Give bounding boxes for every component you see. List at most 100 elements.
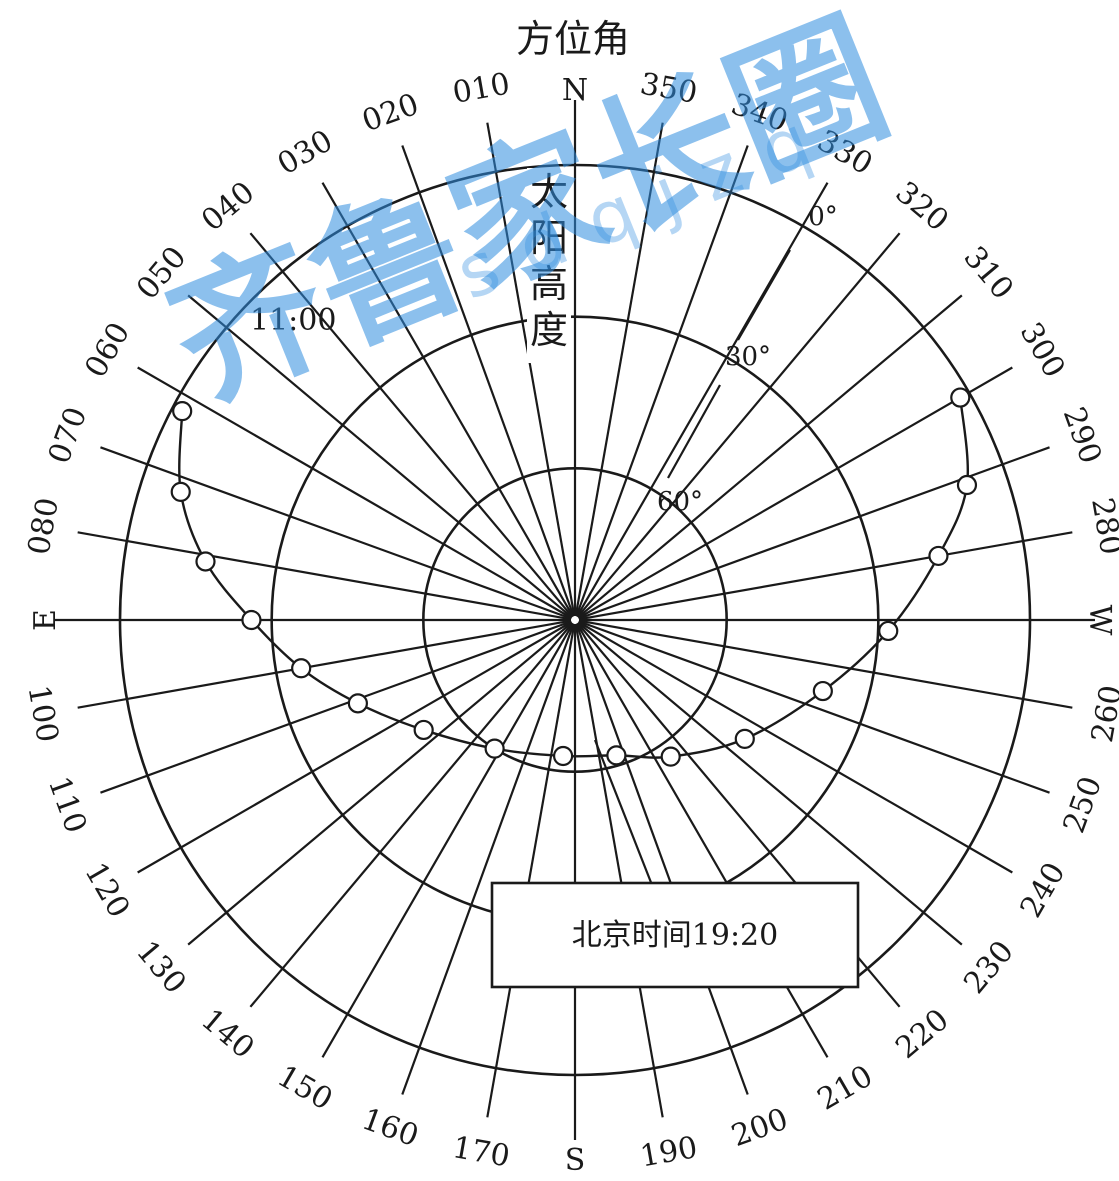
azimuth-line bbox=[401, 145, 575, 617]
altitude-rings bbox=[118, 163, 1032, 1077]
azimuth-line bbox=[574, 623, 664, 1118]
azimuth-line bbox=[77, 531, 572, 621]
azimuth-label: 060 bbox=[78, 317, 137, 384]
azimuth-line bbox=[578, 620, 1050, 794]
west-label: W bbox=[1082, 605, 1117, 636]
azimuth-line bbox=[577, 621, 1013, 874]
sun-position-marker bbox=[734, 728, 755, 749]
sun-position-marker bbox=[928, 545, 949, 567]
sun-position-marker bbox=[172, 401, 193, 422]
sun-position-marker bbox=[950, 387, 971, 408]
altitude-label-char: 度 bbox=[530, 308, 568, 352]
sun-position-marker bbox=[553, 745, 574, 767]
azimuth-label: 230 bbox=[957, 934, 1021, 1000]
south-label: S bbox=[565, 1143, 586, 1178]
azimuth-label: 070 bbox=[42, 403, 94, 469]
azimuth-line bbox=[574, 122, 664, 617]
azimuth-label: 200 bbox=[727, 1102, 793, 1154]
azimuth-line bbox=[575, 623, 749, 1095]
azimuth-label: 300 bbox=[1013, 317, 1072, 384]
azimuth-label: 280 bbox=[1084, 495, 1119, 557]
azimuth-line bbox=[577, 621, 963, 946]
sunrise-time-label: 11:00 bbox=[250, 303, 336, 338]
azimuth-label: 290 bbox=[1056, 403, 1108, 469]
azimuth-label: 140 bbox=[194, 1002, 260, 1066]
azimuth-label: 310 bbox=[956, 240, 1020, 306]
azimuth-label: 160 bbox=[357, 1102, 423, 1154]
azimuth-label: 240 bbox=[1014, 857, 1073, 924]
azimuth-label: 080 bbox=[21, 495, 65, 557]
sun-position-marker bbox=[347, 693, 368, 714]
altitude-scale-line bbox=[737, 249, 791, 341]
altitude-scale-line bbox=[667, 384, 721, 479]
azimuth-label: 260 bbox=[1085, 683, 1119, 745]
altitude-ring-label: 60° bbox=[657, 487, 703, 517]
azimuth-label: 150 bbox=[271, 1059, 338, 1118]
azimuth-line bbox=[578, 619, 1073, 709]
azimuth-line bbox=[577, 366, 1013, 619]
altitude-ring-labels: 0° 30° 60° bbox=[657, 202, 838, 517]
azimuth-line bbox=[576, 182, 829, 618]
sun-position-marker bbox=[241, 609, 262, 631]
altitude-ring bbox=[422, 467, 728, 773]
callout-leader bbox=[593, 739, 654, 886]
azimuth-label: 110 bbox=[41, 772, 93, 838]
sun-position-marker bbox=[812, 680, 833, 702]
sun-position-marker bbox=[878, 620, 899, 642]
azimuth-label: 320 bbox=[889, 175, 955, 239]
azimuth-label: 130 bbox=[129, 934, 193, 1000]
azimuth-line bbox=[187, 621, 573, 946]
azimuth-label: 010 bbox=[450, 66, 512, 110]
azimuth-line bbox=[77, 619, 572, 709]
altitude-label-char: 太 bbox=[530, 170, 568, 214]
altitude-ring bbox=[118, 163, 1032, 1077]
azimuth-line bbox=[249, 232, 574, 618]
azimuth-label: 190 bbox=[638, 1130, 700, 1174]
azimuth-label: 170 bbox=[450, 1130, 512, 1174]
azimuth-line bbox=[576, 232, 901, 618]
azimuth-label: 210 bbox=[812, 1059, 879, 1118]
azimuth-label: 250 bbox=[1057, 772, 1109, 838]
altitude-label-char: 高 bbox=[530, 262, 568, 306]
sunset-callout: 北京时间19:20 bbox=[490, 739, 860, 989]
azimuth-line bbox=[575, 145, 749, 617]
azimuth-line bbox=[486, 122, 576, 617]
sun-position-marker bbox=[660, 746, 681, 767]
sun-position-marker bbox=[484, 738, 505, 759]
azimuth-line bbox=[577, 294, 963, 619]
callout-box bbox=[490, 881, 860, 989]
sun-position-marker bbox=[956, 474, 978, 496]
altitude-label-bg bbox=[527, 168, 571, 363]
azimuth-line bbox=[401, 623, 575, 1095]
azimuth-label: 100 bbox=[21, 683, 65, 745]
azimuth-line bbox=[137, 366, 573, 619]
azimuth-line bbox=[321, 182, 574, 618]
sun-position-marker bbox=[291, 658, 312, 679]
sun-position-marker bbox=[195, 551, 216, 572]
sun-path-curve bbox=[178, 397, 969, 759]
azimuth-label: 220 bbox=[889, 1002, 955, 1066]
sunset-time-label: 北京时间19:20 bbox=[572, 918, 778, 953]
azimuth-line bbox=[578, 531, 1073, 621]
azimuth-line bbox=[249, 622, 574, 1008]
azimuth-label: 040 bbox=[195, 175, 261, 239]
azimuth-label: 020 bbox=[358, 87, 424, 139]
altitude-ring-label: 30° bbox=[725, 342, 771, 372]
diagram-title: 方位角 bbox=[516, 17, 630, 61]
azimuth-label: 030 bbox=[272, 123, 339, 182]
direction-labels: N S E W bbox=[28, 73, 1117, 1178]
azimuth-line bbox=[100, 620, 572, 794]
azimuth-line bbox=[486, 623, 576, 1118]
watermark: 齐鲁家长圈 sdqjzq bbox=[148, 0, 909, 433]
azimuth-line bbox=[137, 621, 573, 874]
altitude-label-char: 阳 bbox=[530, 216, 568, 260]
altitude-ring-label: 0° bbox=[808, 202, 838, 232]
azimuth-label: 120 bbox=[77, 857, 136, 924]
north-label: N bbox=[562, 73, 588, 108]
sun-position-marker bbox=[170, 481, 191, 502]
sun-position-marker bbox=[606, 745, 627, 766]
east-label: E bbox=[28, 609, 63, 631]
